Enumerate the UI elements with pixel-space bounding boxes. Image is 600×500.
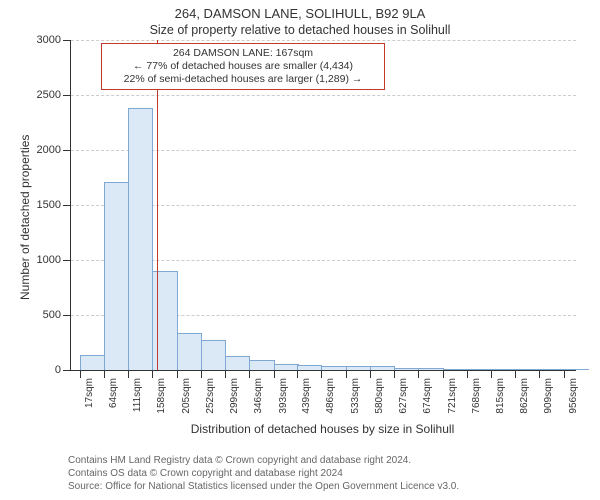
x-tick-label: 299sqm (229, 378, 240, 414)
x-tick (321, 370, 322, 378)
x-tick-label: 346sqm (253, 378, 264, 414)
x-tick (128, 370, 129, 378)
x-tick-label: 721sqm (447, 378, 458, 414)
y-tick-label: 2000 (37, 144, 61, 156)
x-tick (225, 370, 226, 378)
x-tick-label: 111sqm (132, 378, 143, 412)
x-tick-label: 815sqm (495, 378, 506, 414)
histogram-bar (394, 368, 419, 370)
histogram-bar (225, 356, 250, 370)
y-tick-label: 500 (43, 309, 61, 321)
histogram-bar (201, 340, 226, 370)
x-tick-label: 17sqm (84, 378, 95, 408)
footer-line-2: Contains OS data © Crown copyright and d… (68, 468, 343, 479)
histogram-bar (249, 360, 274, 370)
annotation-line: 264 DAMSON LANE: 167sqm (108, 47, 378, 60)
histogram-bar (539, 369, 564, 370)
histogram-bar (177, 333, 202, 370)
x-tick (104, 370, 105, 378)
plot-area: 05001000150020002500300017sqm64sqm111sqm… (70, 40, 576, 371)
histogram-bar (467, 369, 492, 370)
x-tick (177, 370, 178, 378)
page-title: 264, DAMSON LANE, SOLIHULL, B92 9LA (0, 0, 600, 21)
x-tick (249, 370, 250, 378)
y-tick (63, 370, 71, 371)
histogram-bar (321, 366, 346, 370)
x-tick (80, 370, 81, 378)
histogram-bar (515, 369, 540, 370)
x-tick-label: 627sqm (398, 378, 409, 414)
x-tick (418, 370, 419, 378)
grid-line (71, 40, 576, 41)
annotation-line: 22% of semi-detached houses are larger (… (108, 73, 378, 86)
histogram-bar (80, 355, 105, 370)
x-tick (297, 370, 298, 378)
x-tick (539, 370, 540, 378)
footer-line-1: Contains HM Land Registry data © Crown c… (68, 455, 411, 466)
x-tick (564, 370, 565, 378)
x-tick (491, 370, 492, 378)
x-tick (152, 370, 153, 378)
y-tick-label: 1000 (37, 254, 61, 266)
x-tick-label: 252sqm (205, 378, 216, 414)
y-tick-label: 3000 (37, 34, 61, 46)
x-tick-label: 486sqm (325, 378, 336, 414)
x-tick-label: 580sqm (374, 378, 385, 414)
x-tick-label: 909sqm (543, 378, 554, 414)
x-tick (443, 370, 444, 378)
source-line: Source: Office for National Statistics l… (68, 481, 459, 492)
histogram-bar (443, 369, 468, 370)
x-tick-label: 674sqm (422, 378, 433, 414)
histogram-bar (274, 364, 299, 371)
x-tick-label: 64sqm (108, 378, 119, 408)
y-tick-label: 2500 (37, 89, 61, 101)
x-tick-label: 158sqm (156, 378, 167, 414)
histogram-bar (564, 369, 589, 370)
y-tick-label: 1500 (37, 199, 61, 211)
annotation-box: 264 DAMSON LANE: 167sqm← 77% of detached… (101, 43, 385, 90)
x-tick (370, 370, 371, 378)
histogram-bar (297, 365, 322, 370)
y-tick (63, 205, 71, 206)
x-tick-label: 393sqm (278, 378, 289, 414)
histogram-bar (418, 368, 443, 370)
grid-line (71, 95, 576, 96)
x-tick-label: 862sqm (519, 378, 530, 414)
histogram-bar (491, 369, 516, 370)
x-tick (274, 370, 275, 378)
y-tick (63, 40, 71, 41)
y-tick (63, 95, 71, 96)
x-tick (467, 370, 468, 378)
chart-container: 05001000150020002500300017sqm64sqm111sqm… (0, 40, 600, 440)
page-subtitle: Size of property relative to detached ho… (0, 21, 600, 37)
annotation-line: ← 77% of detached houses are smaller (4,… (108, 60, 378, 73)
y-tick-label: 0 (55, 364, 61, 376)
x-tick-label: 768sqm (471, 378, 482, 414)
x-tick-label: 439sqm (301, 378, 312, 414)
histogram-bar (370, 366, 395, 370)
x-tick (201, 370, 202, 378)
histogram-bar (128, 108, 153, 370)
x-tick (394, 370, 395, 378)
y-axis-title: Number of detached properties (18, 135, 32, 300)
x-tick-label: 533sqm (350, 378, 361, 414)
histogram-bar (104, 182, 129, 370)
x-tick-label: 205sqm (181, 378, 192, 414)
y-tick (63, 150, 71, 151)
x-tick (346, 370, 347, 378)
y-tick (63, 260, 71, 261)
x-tick-label: 956sqm (568, 378, 579, 414)
x-axis-title: Distribution of detached houses by size … (70, 422, 575, 436)
y-tick (63, 315, 71, 316)
histogram-bar (346, 366, 371, 370)
x-tick (515, 370, 516, 378)
